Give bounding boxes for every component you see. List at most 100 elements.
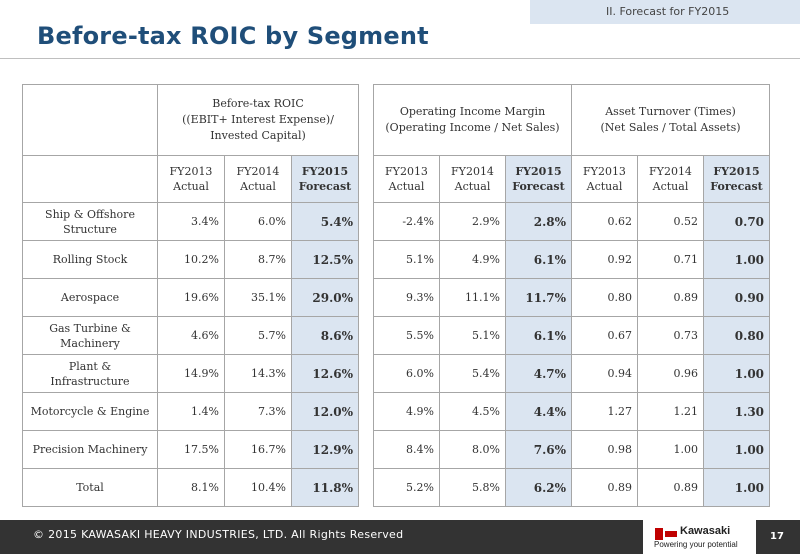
segment-label: Gas Turbine & Machinery: [22, 316, 158, 355]
segment-label: Plant & Infrastructure: [22, 354, 158, 393]
turnover-value: 0.94: [571, 354, 638, 393]
roic-value: 10.2%: [157, 240, 225, 279]
column-kind: Actual: [652, 180, 689, 193]
roic-forecast-value: 12.6%: [290, 354, 360, 393]
roic-value: 17.5%: [157, 430, 225, 469]
page-title: Before-tax ROIC by Segment: [37, 22, 429, 50]
margin-turnover-table: Operating Income Margin (Operating Incom…: [373, 84, 771, 507]
column-year: FY2014: [451, 165, 494, 178]
roic-header-line: Invested Capital): [210, 129, 306, 142]
column-year: FY2015: [713, 165, 760, 178]
turnover-value: 0.89: [637, 468, 704, 507]
margin-value: 5.5%: [373, 316, 440, 355]
margin-forecast-value: 11.7%: [505, 278, 572, 317]
turnover-value: 0.89: [637, 278, 704, 317]
column-header-forecast: FY2015 Forecast: [702, 155, 771, 203]
table-row: Aerospace 19.6% 35.1% 29.0%: [22, 278, 360, 317]
margin-forecast-value: 6.1%: [505, 316, 572, 355]
margin-value: 9.3%: [373, 278, 440, 317]
roic-value: 19.6%: [157, 278, 225, 317]
margin-value: 5.8%: [439, 468, 506, 507]
roic-value: 7.3%: [224, 392, 292, 431]
turnover-value: 0.62: [571, 202, 638, 241]
turnover-forecast-value: 1.00: [702, 430, 771, 469]
table-row: Total 8.1% 10.4% 11.8%: [22, 468, 360, 507]
column-header-forecast: FY2015 Forecast: [290, 155, 360, 203]
turnover-forecast-value: 1.00: [702, 354, 771, 393]
turnover-forecast-value: 1.30: [702, 392, 771, 431]
roic-forecast-value: 12.5%: [290, 240, 360, 279]
column-year: FY2013: [583, 165, 626, 178]
table-row: Precision Machinery 17.5% 16.7% 12.9%: [22, 430, 360, 469]
column-header: FY2013 Actual: [571, 155, 638, 203]
roic-forecast-value: 12.9%: [290, 430, 360, 469]
roic-forecast-value: 12.0%: [290, 392, 360, 431]
roic-value: 4.6%: [157, 316, 225, 355]
margin-value: 5.1%: [439, 316, 506, 355]
section-label: II. Forecast for FY2015: [530, 0, 800, 24]
logo-tagline: Powering your potential: [654, 540, 738, 549]
column-kind: Actual: [454, 180, 491, 193]
table-row: Ship & Offshore Structure 3.4% 6.0% 5.4%: [22, 202, 360, 241]
column-kind: Forecast: [710, 180, 763, 193]
margin-forecast-value: 2.8%: [505, 202, 572, 241]
roic-column-header-row: FY2013 Actual FY2014 Actual FY2015 Forecast: [22, 155, 360, 203]
roic-forecast-value: 11.8%: [290, 468, 360, 507]
roic-header-line: ((EBIT+ Interest Expense)/: [182, 113, 334, 126]
table-row: Motorcycle & Engine 1.4% 7.3% 12.0%: [22, 392, 360, 431]
margin-value: 4.5%: [439, 392, 506, 431]
roic-forecast-value: 29.0%: [290, 278, 360, 317]
roic-table: Before-tax ROIC ((EBIT+ Interest Expense…: [22, 84, 360, 507]
roic-value: 8.7%: [224, 240, 292, 279]
margin-value: 6.0%: [373, 354, 440, 393]
roic-value: 16.7%: [224, 430, 292, 469]
table-row: 4.9% 4.5% 4.4% 1.27 1.21 1.30: [373, 392, 771, 431]
segment-label: Total: [22, 468, 158, 507]
margin-forecast-value: 4.7%: [505, 354, 572, 393]
turnover-forecast-value: 1.00: [702, 468, 771, 507]
table-row: Rolling Stock 10.2% 8.7% 12.5%: [22, 240, 360, 279]
kawasaki-logo: Kawasaki Powering your potential: [643, 520, 756, 554]
roic-value: 14.3%: [224, 354, 292, 393]
turnover-value: 0.92: [571, 240, 638, 279]
roic-value: 8.1%: [157, 468, 225, 507]
margin-value: 5.2%: [373, 468, 440, 507]
margin-value: 2.9%: [439, 202, 506, 241]
roic-forecast-value: 5.4%: [290, 202, 360, 241]
turnover-value: 0.71: [637, 240, 704, 279]
column-kind: Actual: [173, 180, 209, 193]
turnover-value: 0.80: [571, 278, 638, 317]
table-row: 6.0% 5.4% 4.7% 0.94 0.96 1.00: [373, 354, 771, 393]
column-year: FY2015: [515, 165, 562, 178]
margin-header-line: Operating Income Margin: [399, 105, 546, 118]
column-header: FY2013 Actual: [373, 155, 440, 203]
column-kind: Actual: [586, 180, 623, 193]
turnover-value: 0.96: [637, 354, 704, 393]
margin-value: 5.4%: [439, 354, 506, 393]
turnover-forecast-value: 0.90: [702, 278, 771, 317]
column-year: FY2015: [301, 165, 349, 178]
column-kind: Actual: [240, 180, 276, 193]
margin-forecast-value: 6.1%: [505, 240, 572, 279]
roic-header-line: Before-tax ROIC: [212, 97, 304, 110]
table-row: Plant & Infrastructure 14.9% 14.3% 12.6%: [22, 354, 360, 393]
margin-value: -2.4%: [373, 202, 440, 241]
segment-label: Aerospace: [22, 278, 158, 317]
margin-value: 5.1%: [373, 240, 440, 279]
segment-label: Precision Machinery: [22, 430, 158, 469]
table-row: 5.1% 4.9% 6.1% 0.92 0.71 1.00: [373, 240, 771, 279]
table-row: 9.3% 11.1% 11.7% 0.80 0.89 0.90: [373, 278, 771, 317]
roic-value: 1.4%: [157, 392, 225, 431]
turnover-value: 0.98: [571, 430, 638, 469]
logo-name: Kawasaki: [680, 525, 731, 537]
margin-value: 11.1%: [439, 278, 506, 317]
turnover-value: 0.67: [571, 316, 638, 355]
table-row: -2.4% 2.9% 2.8% 0.62 0.52 0.70: [373, 202, 771, 241]
column-header: FY2014 Actual: [439, 155, 506, 203]
table-row: Gas Turbine & Machinery 4.6% 5.7% 8.6%: [22, 316, 360, 355]
copyright-text: © 2015 KAWASAKI HEAVY INDUSTRIES, LTD. A…: [33, 528, 404, 541]
table-row: 8.4% 8.0% 7.6% 0.98 1.00 1.00: [373, 430, 771, 469]
column-header: FY2013 Actual: [157, 155, 225, 203]
margin-value: 8.0%: [439, 430, 506, 469]
margin-forecast-value: 6.2%: [505, 468, 572, 507]
